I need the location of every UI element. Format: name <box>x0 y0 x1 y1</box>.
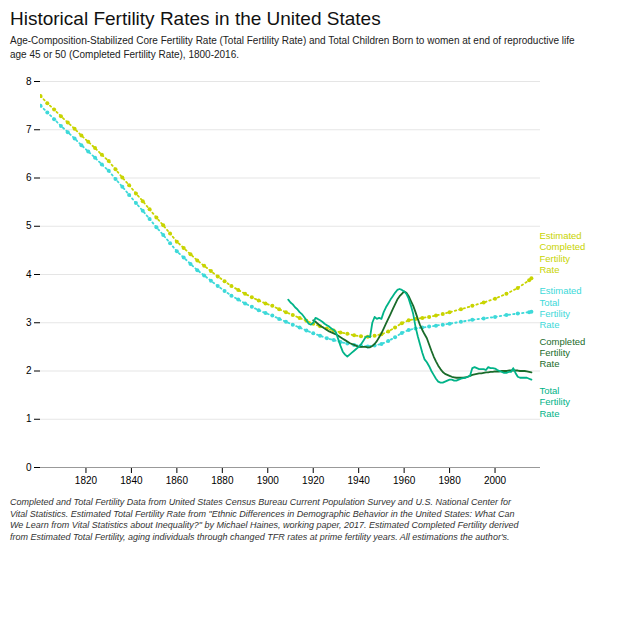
svg-text:TotalFertilityRate: TotalFertilityRate <box>539 385 570 419</box>
svg-text:6: 6 <box>26 172 32 183</box>
svg-text:3: 3 <box>26 317 32 328</box>
svg-text:1980: 1980 <box>438 475 461 486</box>
svg-text:1820: 1820 <box>75 475 98 486</box>
svg-text:1920: 1920 <box>302 475 325 486</box>
svg-text:8: 8 <box>26 76 32 87</box>
svg-text:1940: 1940 <box>348 475 371 486</box>
svg-text:EstimatedTotalFertilityRate: EstimatedTotalFertilityRate <box>539 285 581 330</box>
svg-text:1900: 1900 <box>257 475 280 486</box>
html-text:Historical Fertility Rates in: Historical Fertility Rates in the United… <box>10 8 381 29</box>
svg-text:4: 4 <box>26 269 32 280</box>
html-text:Completed and Total Fertility: Completed and Total Fertility Data from … <box>10 497 519 543</box>
svg-text:5: 5 <box>26 220 32 231</box>
svg-text:2000: 2000 <box>484 475 507 486</box>
svg-text:1960: 1960 <box>393 475 416 486</box>
svg-text:EstimatedCompletedFertilityRat: EstimatedCompletedFertilityRate <box>539 230 585 275</box>
svg-text:1880: 1880 <box>211 475 234 486</box>
svg-text:2: 2 <box>26 365 32 376</box>
svg-text:1: 1 <box>26 413 32 424</box>
svg-text:1840: 1840 <box>120 475 143 486</box>
svg-text:CompletedFertilityRate: CompletedFertilityRate <box>539 336 585 370</box>
svg-text:7: 7 <box>26 124 32 135</box>
html-text:Age-Composition-Stabilized Cor: Age-Composition-Stabilized Core Fertilit… <box>10 35 575 60</box>
svg-text:1860: 1860 <box>166 475 189 486</box>
svg-text:0: 0 <box>26 462 32 473</box>
